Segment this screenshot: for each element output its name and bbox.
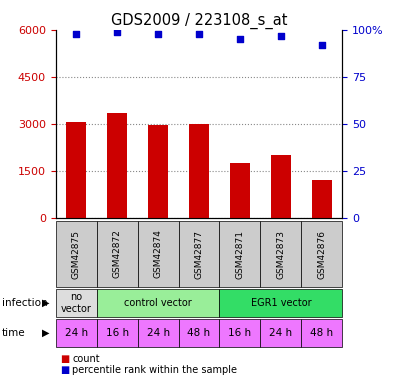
Text: 48 h: 48 h (187, 328, 211, 338)
Point (114, 29, 120, 35)
Text: percentile rank within the sample: percentile rank within the sample (72, 365, 238, 375)
Text: ■: ■ (60, 354, 69, 364)
Text: time: time (2, 328, 25, 338)
Bar (312, 180, 332, 218)
Text: ■: ■ (60, 365, 69, 375)
Point (196, 31, 202, 37)
Point (319, 42, 325, 48)
Text: 24 h: 24 h (269, 328, 293, 338)
Text: GSM42874: GSM42874 (154, 230, 162, 279)
Bar (189, 124, 209, 218)
Text: control vector: control vector (124, 298, 192, 308)
Text: 16 h: 16 h (105, 328, 129, 338)
Bar (107, 113, 127, 218)
Bar (148, 125, 168, 218)
Text: 16 h: 16 h (228, 328, 252, 338)
Point (73, 31, 79, 37)
Text: no
vector: no vector (61, 292, 92, 314)
Point (278, 33, 284, 39)
Bar (271, 155, 291, 218)
Text: GSM42873: GSM42873 (276, 230, 285, 279)
Text: 24 h: 24 h (64, 328, 88, 338)
Text: 48 h: 48 h (310, 328, 334, 338)
Point (155, 31, 161, 37)
Text: infection: infection (2, 298, 48, 308)
Text: 24 h: 24 h (146, 328, 170, 338)
Text: ▶: ▶ (42, 298, 50, 308)
Text: ▶: ▶ (42, 328, 50, 338)
Bar (66, 122, 86, 218)
Text: GSM42876: GSM42876 (317, 230, 326, 279)
Text: GSM42877: GSM42877 (195, 230, 203, 279)
Text: GSM42872: GSM42872 (113, 230, 122, 279)
Text: count: count (72, 354, 100, 364)
Point (237, 36, 243, 42)
Text: EGR1 vector: EGR1 vector (251, 298, 311, 308)
Text: GDS2009 / 223108_s_at: GDS2009 / 223108_s_at (111, 13, 287, 29)
Text: GSM42871: GSM42871 (236, 230, 244, 279)
Bar (230, 163, 250, 218)
Text: GSM42875: GSM42875 (72, 230, 81, 279)
